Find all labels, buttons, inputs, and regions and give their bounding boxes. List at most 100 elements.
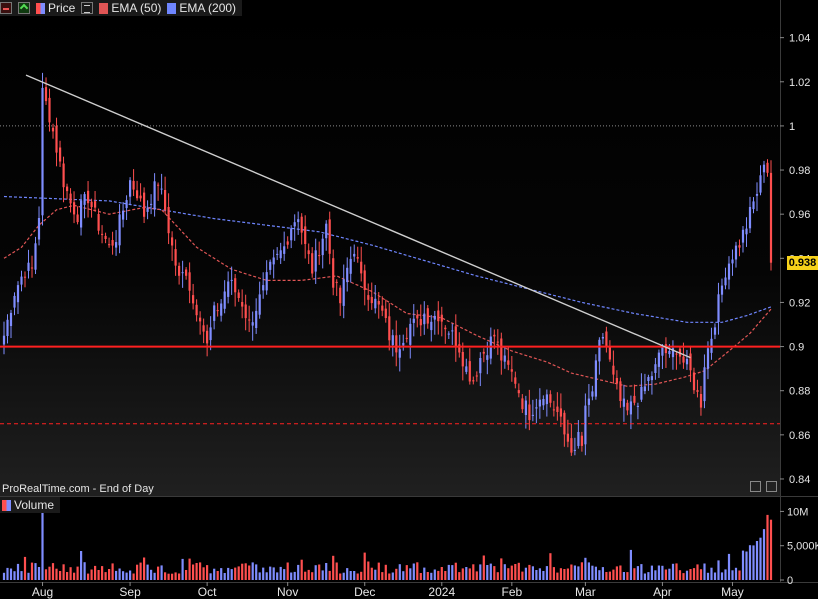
candle-body: [370, 296, 373, 304]
candle-body: [76, 214, 79, 223]
volume-bar: [59, 571, 62, 580]
volume-bar: [591, 565, 594, 580]
volume-bar: [62, 564, 65, 580]
volume-bar: [111, 563, 114, 580]
candle-body: [671, 348, 675, 358]
candle-body: [90, 201, 93, 208]
volume-bar: [444, 571, 447, 580]
volume-bar: [314, 565, 317, 580]
candle-body: [402, 342, 405, 346]
candle-body: [44, 87, 48, 102]
info-icon[interactable]: [766, 481, 777, 492]
legend-ema200[interactable]: EMA (200): [167, 1, 236, 15]
volume-bar: [339, 573, 342, 580]
volume-bar: [531, 566, 534, 580]
candle-body: [514, 377, 517, 384]
candle-body: [619, 381, 622, 401]
candle-body: [699, 394, 703, 408]
candle-body: [507, 360, 510, 365]
volume-bar: [188, 558, 191, 580]
candle-body: [605, 331, 608, 347]
volume-bar: [559, 568, 562, 580]
candle-body: [447, 333, 450, 335]
volume-bar: [178, 573, 181, 580]
volume-bar: [521, 571, 524, 580]
volume-bar: [23, 556, 27, 580]
volume-bar: [461, 568, 464, 580]
candle-body: [241, 302, 244, 307]
volume-bar: [395, 568, 398, 580]
candle-body: [20, 276, 23, 285]
candle-body: [83, 194, 86, 205]
candle-body: [374, 298, 377, 309]
volume-bar: [594, 566, 597, 580]
candle-body: [517, 390, 520, 394]
volume-bar: [300, 559, 303, 580]
candle-body: [377, 301, 380, 305]
candle-body: [419, 319, 422, 326]
volume-bar: [27, 572, 30, 580]
time-axis-label: 2024: [428, 585, 455, 599]
menu-icon[interactable]: [81, 2, 94, 14]
volume-bar: [654, 570, 657, 580]
volume-bar: [717, 560, 720, 580]
candle-body: [87, 190, 90, 204]
candle-body: [335, 281, 338, 283]
volume-bar: [199, 562, 202, 580]
candle-body: [741, 229, 745, 243]
candle-body: [598, 339, 601, 362]
candle-body: [738, 245, 741, 248]
volume-bar: [577, 566, 580, 580]
legend-ema50[interactable]: EMA (50): [99, 1, 161, 15]
candle-body: [759, 175, 762, 193]
candle-body: [706, 348, 710, 369]
volume-bar: [185, 570, 188, 580]
candle-body: [66, 186, 69, 192]
close-icon[interactable]: [0, 2, 12, 14]
candle-body: [545, 394, 548, 405]
candle-body: [549, 394, 552, 403]
volume-bar: [356, 573, 359, 580]
volume-bar: [230, 569, 233, 580]
candle-body: [300, 216, 303, 233]
volume-bar: [598, 570, 601, 580]
legend-price[interactable]: Price: [36, 1, 75, 15]
volume-bar: [167, 573, 170, 580]
volume-bar: [605, 572, 608, 580]
candle-body: [405, 337, 408, 339]
calendar-icon[interactable]: [750, 481, 761, 492]
candle-body: [556, 406, 559, 412]
volume-bar: [83, 562, 86, 580]
volume-bar: [472, 564, 475, 580]
volume-bar: [20, 571, 23, 580]
candle-body: [437, 310, 440, 322]
candle-body: [724, 277, 727, 286]
volume-legend[interactable]: Volume: [0, 497, 61, 513]
volume-bar: [584, 557, 587, 580]
candle-body: [339, 287, 342, 304]
volume-bar: [416, 562, 419, 580]
candle-body: [769, 172, 773, 263]
volume-bar: [419, 573, 422, 580]
price-axis-label: 0.98: [789, 165, 810, 177]
volume-bar: [587, 562, 590, 580]
volume-bar: [90, 569, 93, 580]
candle-body: [416, 315, 419, 319]
volume-bar: [447, 564, 450, 580]
expand-icon[interactable]: [18, 2, 30, 14]
candle-body: [622, 398, 625, 407]
candle-body: [185, 269, 188, 276]
volume-bar: [706, 572, 710, 580]
trendline: [25, 74, 691, 359]
candle-body: [48, 97, 51, 123]
candle-body: [6, 319, 9, 336]
volume-bar: [451, 565, 454, 580]
volume-bar: [73, 572, 76, 580]
volume-bar: [87, 573, 90, 580]
candle-body: [367, 295, 370, 300]
volume-bar: [619, 565, 622, 580]
volume-bar: [9, 568, 13, 580]
volume-bar: [430, 572, 433, 580]
